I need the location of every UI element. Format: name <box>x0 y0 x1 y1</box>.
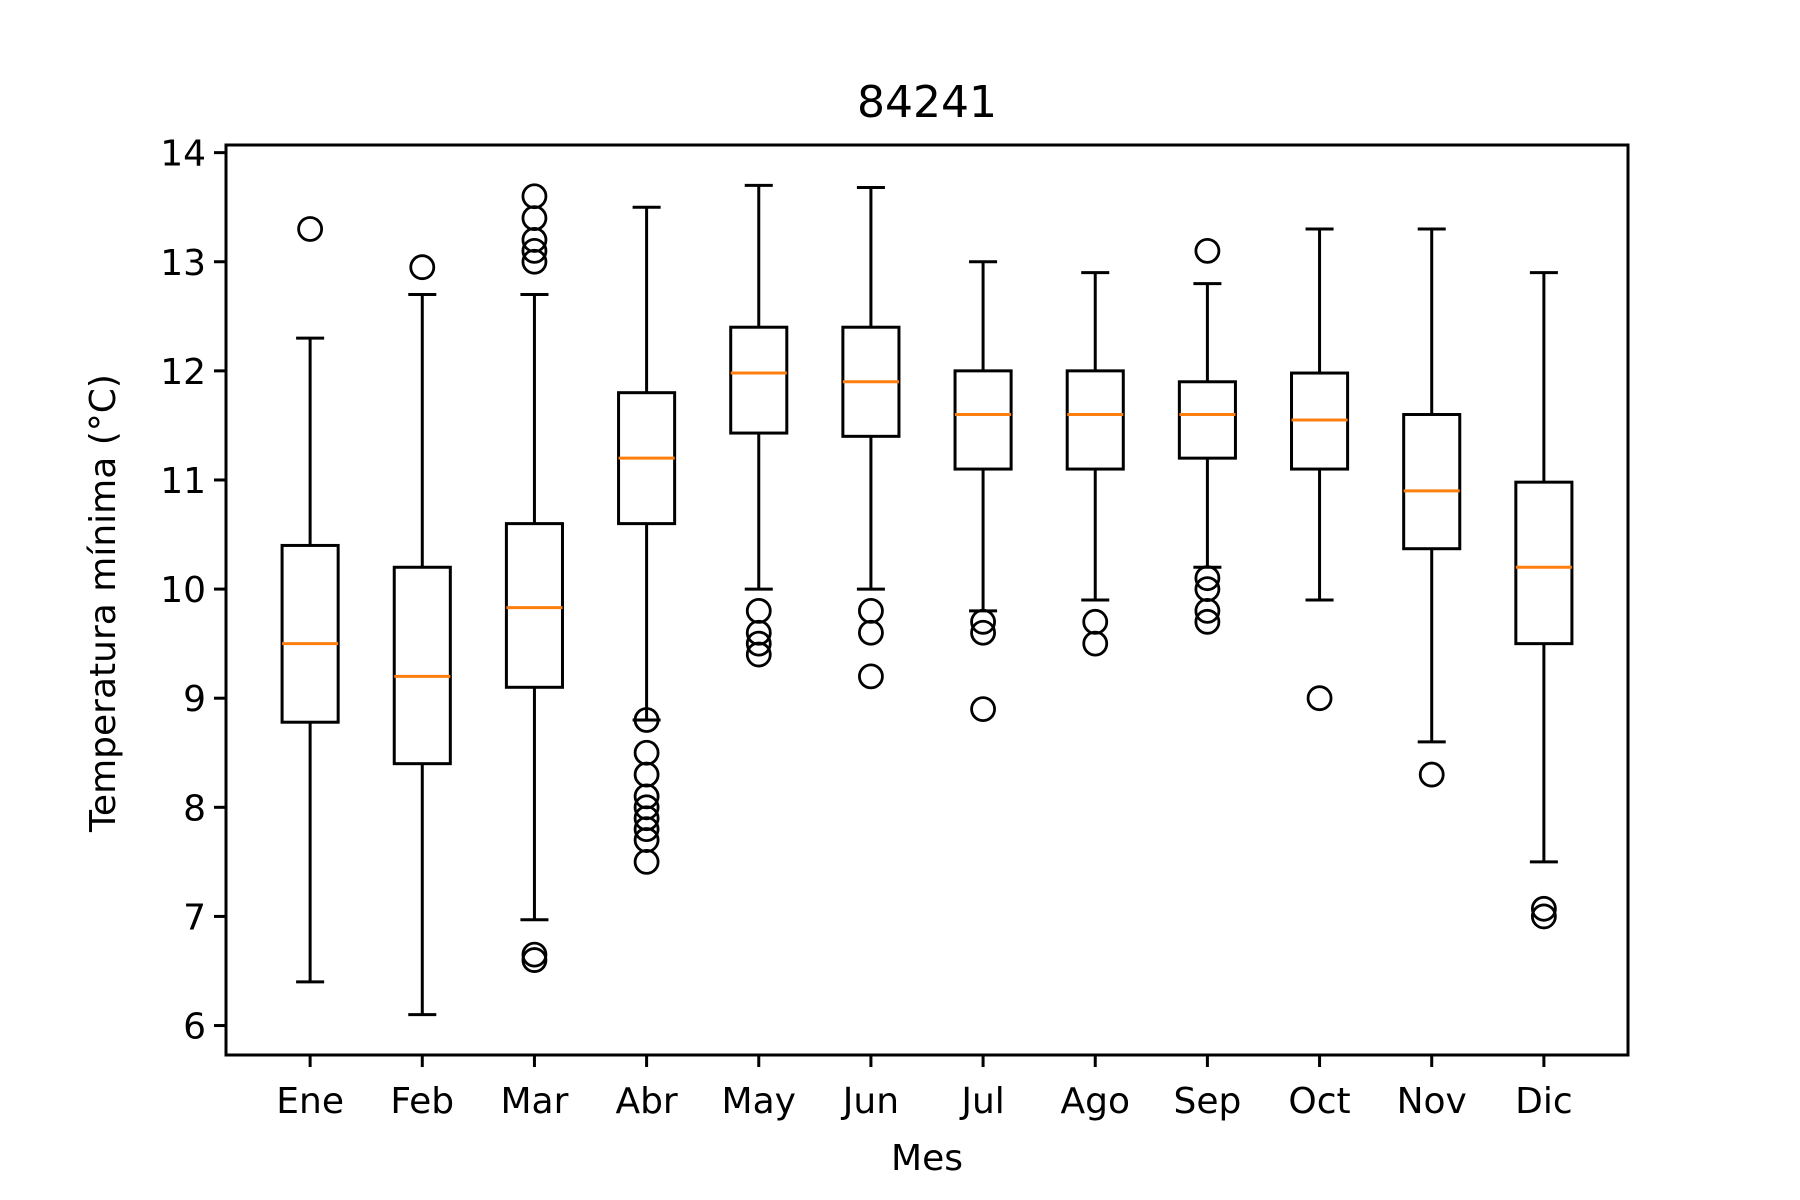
flier-ene <box>297 216 324 242</box>
flier-jun <box>858 598 884 624</box>
x-tick-label: Nov <box>1397 1081 1467 1122</box>
flier-abr <box>633 707 660 733</box>
x-tick-label: Oct <box>1288 1081 1350 1122</box>
y-axis-label: Temperatura mínima (°C) <box>83 374 124 833</box>
flier-jul <box>970 608 996 635</box>
x-tick-label: Jun <box>841 1081 899 1122</box>
x-tick-label: Dic <box>1515 1081 1573 1122</box>
flier-oct <box>1306 685 1333 712</box>
flier-jun <box>858 619 884 646</box>
flier-sep <box>1194 565 1221 592</box>
flier-dic <box>1530 895 1557 922</box>
x-tick-label: Mar <box>500 1081 568 1122</box>
y-tick-label: 10 <box>160 570 206 611</box>
x-tick-label: Sep <box>1173 1081 1241 1122</box>
flier-nov <box>1418 761 1445 788</box>
flier-abr <box>633 848 660 875</box>
flier-sep <box>1194 576 1221 602</box>
y-tick-label: 13 <box>160 243 206 284</box>
plot-frame <box>224 143 1630 1057</box>
y-tick-label: 11 <box>160 461 206 502</box>
flier-abr <box>633 739 660 766</box>
box-sep <box>1177 380 1237 460</box>
plot-area: 6 7 8 9 10 11 12 13 14 Ene Feb Mar Abr May Jun Jul Ago Se… <box>160 134 1630 1122</box>
x-tick-label: Jul <box>959 1081 1004 1122</box>
x-tick-label: Ene <box>276 1081 344 1122</box>
flier-mar <box>521 205 548 232</box>
box-nov <box>1402 413 1462 551</box>
x-tick-label: Ago <box>1060 1081 1130 1122</box>
box-ene <box>280 543 340 724</box>
flier-abr <box>633 794 660 821</box>
y-tick-label: 7 <box>183 897 206 938</box>
flier-may <box>745 630 772 657</box>
box-dic <box>1514 480 1574 646</box>
flier-jul <box>970 619 996 646</box>
y-tick-label: 12 <box>160 352 206 393</box>
flier-mar <box>521 941 548 968</box>
flier-mar <box>521 183 548 210</box>
flier-may <box>745 598 772 624</box>
x-tick-label: May <box>722 1081 796 1122</box>
box-ago <box>1065 369 1125 471</box>
flier-sep <box>1194 608 1221 635</box>
box-feb <box>392 565 452 766</box>
flier-mar <box>521 947 548 973</box>
y-tick-label: 14 <box>160 134 206 175</box>
x-tick-label: Abr <box>615 1081 677 1122</box>
y-tick-label: 9 <box>183 679 206 720</box>
y-tick-label: 6 <box>183 1007 206 1048</box>
flier-ago <box>1082 630 1109 657</box>
flier-jun <box>858 663 884 690</box>
x-tick-label: Feb <box>390 1081 454 1122</box>
flier-ago <box>1082 608 1109 635</box>
flier-dic <box>1530 903 1557 930</box>
box-mar <box>504 522 564 689</box>
box-jul <box>953 369 1013 471</box>
y-tick-label: 8 <box>183 788 206 829</box>
box-may <box>729 325 789 435</box>
flier-feb <box>409 254 436 281</box>
flier-abr <box>633 761 660 788</box>
chart-title: 84241 <box>857 77 997 128</box>
x-axis-label: Mes <box>891 1138 963 1179</box>
flier-sep <box>1194 237 1221 264</box>
flier-mar <box>521 237 548 264</box>
flier-jul <box>970 696 996 723</box>
